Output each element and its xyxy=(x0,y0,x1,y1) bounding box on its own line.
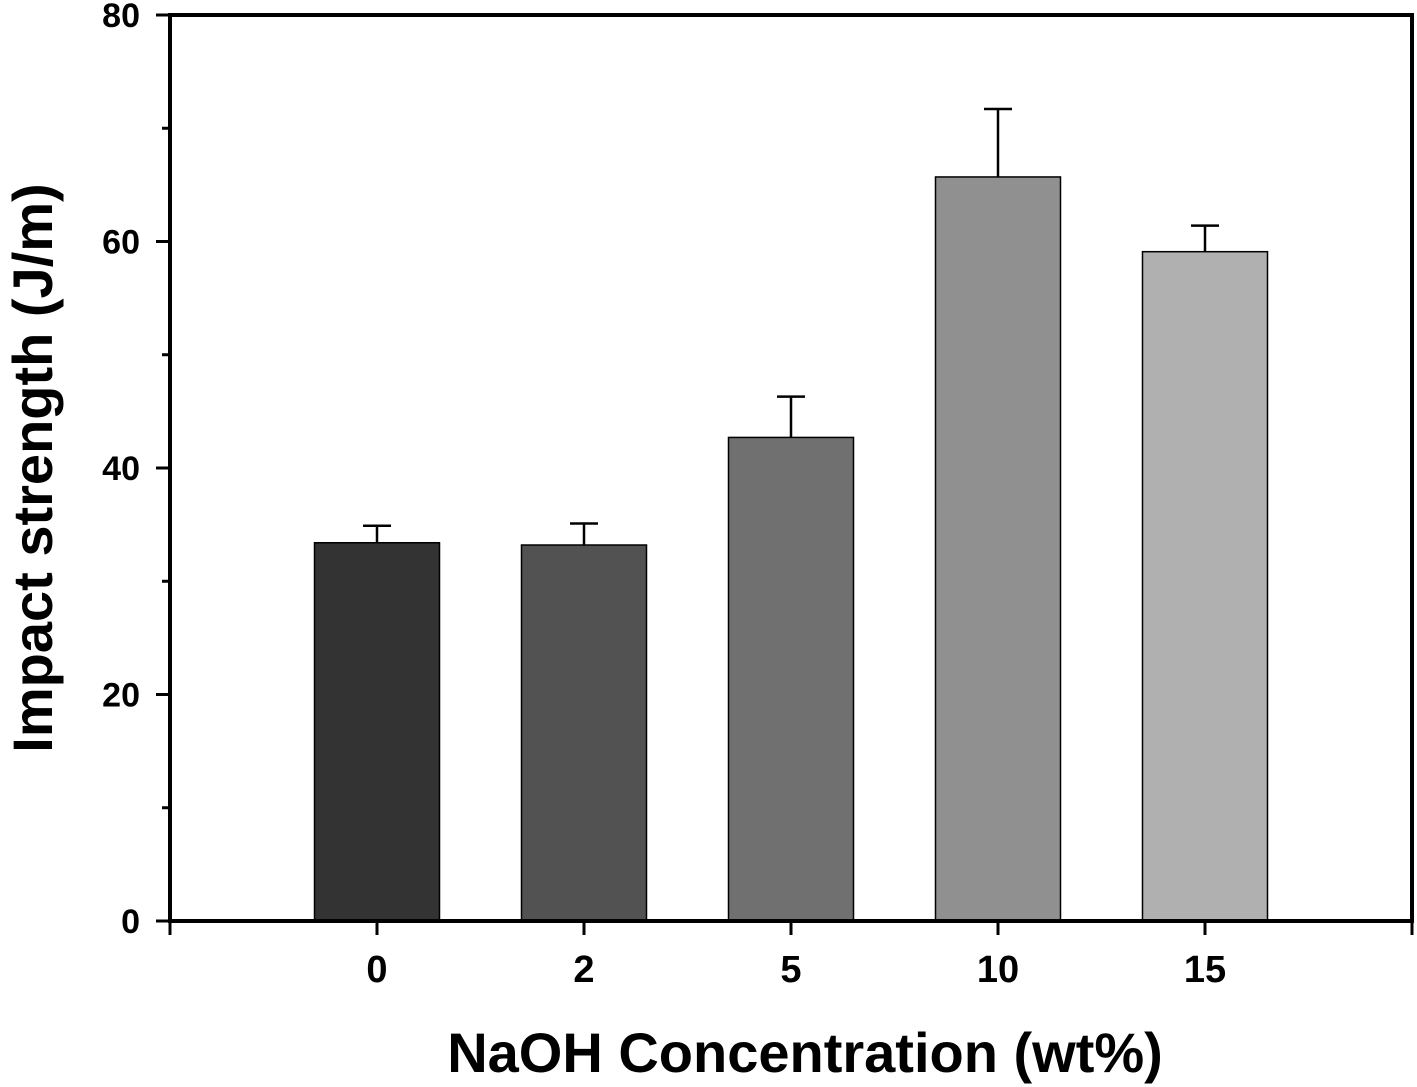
y-axis-title: Impact strength (J/m) xyxy=(1,183,64,752)
bar-5 xyxy=(727,436,855,922)
y-tick-label-20: 20 xyxy=(102,677,140,715)
bars-layer xyxy=(313,176,1269,922)
x-axis-ticks: 0 2 5 10 15 xyxy=(168,921,1414,991)
x-tick-label-2: 2 xyxy=(573,949,594,991)
x-tick-label-0: 0 xyxy=(366,949,387,991)
x-tick-label-10: 10 xyxy=(977,949,1019,991)
y-tick-label-60: 60 xyxy=(102,224,140,262)
x-axis-title: NaOH Concentration (wt%) xyxy=(447,1021,1163,1084)
bar-0 xyxy=(313,541,441,922)
y-tick-label-80: 80 xyxy=(102,0,140,35)
bar-10 xyxy=(934,176,1062,922)
x-tick-label-5: 5 xyxy=(780,949,801,991)
y-tick-label-0: 0 xyxy=(121,903,140,941)
bar-15 xyxy=(1141,250,1269,922)
x-tick-label-15: 15 xyxy=(1184,949,1226,991)
bar-2 xyxy=(520,544,648,922)
y-tick-label-40: 40 xyxy=(102,450,140,488)
error-bars-layer xyxy=(363,107,1219,546)
y-axis-ticks: 0 20 40 60 80 xyxy=(102,0,170,941)
